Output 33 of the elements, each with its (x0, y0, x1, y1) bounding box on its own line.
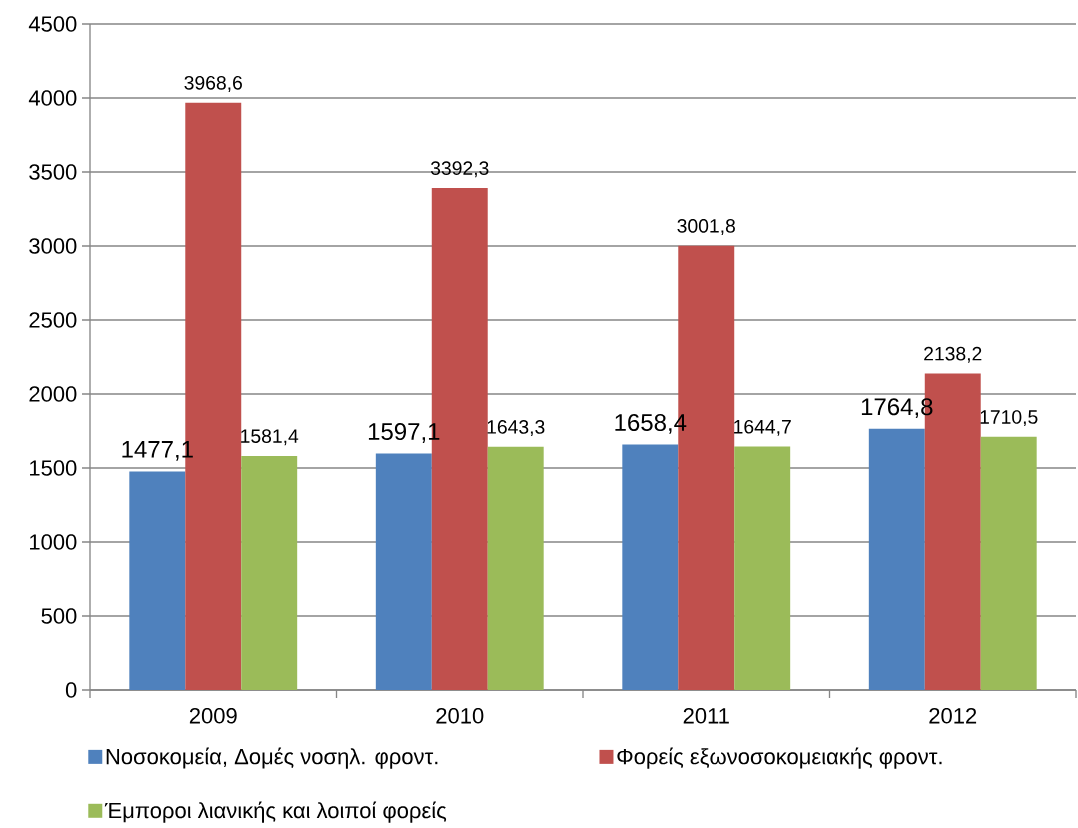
y-tick-label: 3000 (29, 238, 77, 254)
bar (241, 455, 298, 690)
y-tick-label: 3500 (29, 164, 77, 180)
x-tick-label: 2011 (683, 708, 729, 724)
y-tick-label: 1000 (30, 534, 77, 550)
data-label: 2138,2 (924, 346, 982, 363)
data-label: 3968,6 (184, 75, 242, 92)
legend-label: Έμποροι λιανικής και λοιποί φορείς (104, 801, 447, 823)
y-tick-label: 2000 (29, 386, 77, 402)
bar (622, 444, 679, 690)
bar (734, 446, 791, 690)
data-label: 1581,4 (241, 429, 299, 446)
bar (129, 471, 186, 690)
legend-label: Φορείς εξωνοσοκομειακής φροντ. (617, 747, 942, 769)
bar (487, 446, 544, 690)
y-tick-label: 2500 (29, 312, 77, 328)
legend-label: Νοσοκομεία, Δομές νοσηλ. φροντ. (106, 747, 438, 769)
y-tick-label: 4500 (28, 16, 77, 32)
y-tick-label: 500 (41, 608, 77, 624)
y-tick-label: 1500 (30, 460, 77, 476)
y-tick-label: 4000 (28, 90, 77, 106)
x-tick-label: 2010 (436, 708, 484, 724)
x-tick-label: 2012 (929, 708, 977, 724)
x-tick-label: 2009 (189, 708, 237, 724)
y-tick-label: 0 (65, 682, 77, 698)
data-label: 1710,5 (980, 410, 1038, 427)
bar (868, 428, 925, 690)
data-label: 3392,3 (430, 161, 489, 178)
bar (980, 436, 1037, 690)
data-label: 1644,7 (734, 419, 791, 436)
bar (375, 453, 432, 690)
data-label: 3001,8 (677, 219, 735, 236)
data-label: 1643,3 (487, 420, 545, 437)
